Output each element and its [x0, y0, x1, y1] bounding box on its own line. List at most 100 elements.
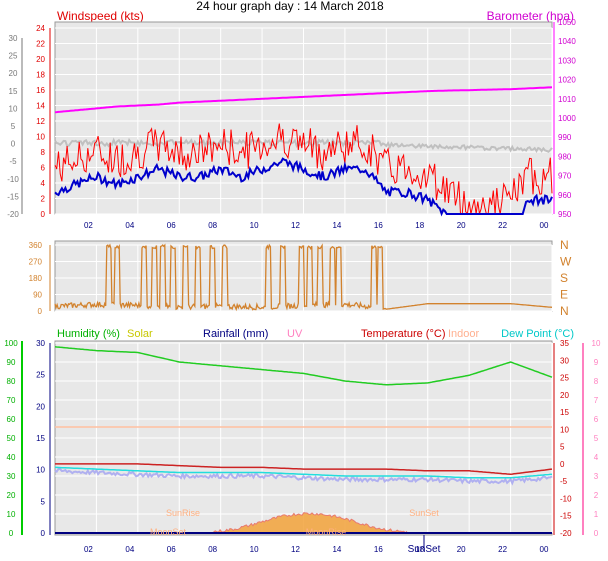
- tick-label: 24: [36, 24, 45, 33]
- x-tick-label: 04: [125, 221, 134, 230]
- tick-label: 35: [560, 339, 569, 348]
- x-tick-label: 18: [415, 545, 424, 554]
- solar-axis-label: Solar: [127, 328, 153, 340]
- x-tick-label: 08: [208, 545, 217, 554]
- dewpoint-shade-line: [54, 467, 553, 486]
- tick-label: 30: [7, 472, 16, 481]
- avg-wind-series-line: [54, 157, 553, 217]
- moonrise-annotation: MoonRise: [306, 527, 347, 537]
- graph-title: 24 hour graph day : 14 March 2018: [196, 0, 384, 13]
- tick-label: -5: [560, 477, 568, 486]
- tick-label: 360: [29, 241, 43, 250]
- tick-label: 90: [7, 358, 16, 367]
- tick-label: 0: [41, 529, 46, 538]
- sunrise-annotation: SunRise: [166, 508, 200, 518]
- x-tick-label: 08: [208, 221, 217, 230]
- tick-label: 40: [7, 453, 16, 462]
- tick-label: 0: [594, 529, 599, 538]
- tick-label: 0: [38, 307, 43, 316]
- x-tick-label: 00: [540, 221, 549, 230]
- tick-label: 30: [9, 34, 18, 43]
- tick-label: 16: [36, 86, 45, 95]
- compass-label: N: [560, 304, 569, 318]
- tick-label: 1: [594, 510, 599, 519]
- sunset-annotation: SunSet: [409, 508, 439, 518]
- tick-label: 100: [4, 339, 18, 348]
- tick-label: 1000: [558, 114, 576, 123]
- tick-label: 20: [560, 391, 569, 400]
- uv-axis-label: UV: [287, 328, 303, 340]
- tick-label: 80: [7, 377, 16, 386]
- x-tick-label: 10: [250, 221, 259, 230]
- barometer-series-line: [54, 86, 553, 114]
- tick-label: -10: [7, 175, 19, 184]
- tick-label: 5: [41, 497, 46, 506]
- barometer-axis-label: Barometer (hpa): [487, 9, 574, 23]
- tick-label: 1020: [558, 76, 576, 85]
- tick-label: 12: [36, 117, 45, 126]
- tick-label: 960: [558, 191, 572, 200]
- temperature-tick-labels: 35 30 25 20 15 10 5 0 -5 -10 -15 -20: [560, 339, 572, 538]
- x-tick-label: 02: [84, 221, 93, 230]
- tick-label: 6: [594, 415, 599, 424]
- x-tick-label: 12: [291, 221, 300, 230]
- wind-outer-tick-labels: 30 25 20 15 10 5 0 -5 -10 -15 -20: [7, 34, 19, 219]
- sunset-x-label: SunSet: [408, 544, 441, 555]
- tick-label: 9: [594, 358, 599, 367]
- tick-label: 5: [594, 434, 599, 443]
- direction-series-line: [54, 243, 553, 312]
- x-tick-label: 00: [540, 545, 549, 554]
- tick-label: 50: [7, 434, 16, 443]
- x-tick-label: 22: [498, 545, 507, 554]
- x-tick-label: 16: [374, 545, 383, 554]
- temperature-series-line: [55, 463, 553, 476]
- tick-label: 2: [594, 491, 599, 500]
- tick-label: 1040: [558, 37, 576, 46]
- x-tick-label: 10: [250, 545, 259, 554]
- x-tick-label: 14: [332, 221, 341, 230]
- tick-label: 3: [594, 472, 599, 481]
- gust-series-line: [54, 123, 553, 216]
- humidity-x-tick-labels: 02 04 06 08 10 12 14 16 18 20 22 00: [84, 545, 549, 554]
- tick-label: 10: [592, 339, 601, 348]
- x-tick-label: 02: [84, 545, 93, 554]
- grey-series-line: [54, 137, 553, 153]
- x-tick-label: 22: [498, 221, 507, 230]
- solar-area: [210, 512, 407, 533]
- tick-label: 270: [29, 258, 43, 267]
- moonset-annotation: MoonSet: [150, 527, 187, 537]
- tick-label: -5: [9, 157, 17, 166]
- dewpoint-series-line: [55, 466, 553, 479]
- tick-label: 10: [7, 510, 16, 519]
- x-tick-label: 04: [125, 545, 134, 554]
- tick-label: 20: [9, 69, 18, 78]
- tick-label: 950: [558, 210, 572, 219]
- tick-label: 4: [594, 453, 599, 462]
- tick-label: 14: [36, 102, 45, 111]
- tick-label: 1010: [558, 95, 576, 104]
- tick-label: 90: [33, 291, 42, 300]
- temperature-axis-label: Temperature (°C): [361, 328, 445, 340]
- tick-label: 970: [558, 172, 572, 181]
- x-tick-label: 20: [457, 221, 466, 230]
- tick-label: 1050: [558, 18, 576, 27]
- tick-label: 20: [7, 491, 16, 500]
- x-tick-label: 06: [167, 545, 176, 554]
- tick-label: -15: [560, 512, 572, 521]
- indoor-axis-label: Indoor: [448, 328, 480, 340]
- tick-label: 0: [9, 529, 14, 538]
- x-tick-label: 18: [415, 221, 424, 230]
- tick-label: 30: [560, 356, 569, 365]
- tick-label: 5: [560, 443, 565, 452]
- tick-label: 1030: [558, 56, 576, 65]
- tick-label: 7: [594, 396, 599, 405]
- compass-label: E: [560, 288, 568, 302]
- tick-label: 18: [36, 71, 45, 80]
- x-tick-label: 12: [291, 545, 300, 554]
- tick-label: 22: [36, 40, 45, 49]
- tick-label: 60: [7, 415, 16, 424]
- tick-label: 8: [594, 377, 599, 386]
- direction-tick-labels: 360 270 180 90 0: [29, 241, 43, 316]
- tick-label: 10: [560, 425, 569, 434]
